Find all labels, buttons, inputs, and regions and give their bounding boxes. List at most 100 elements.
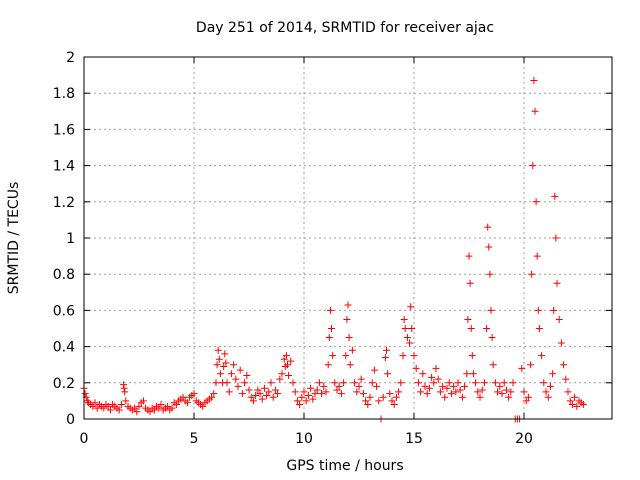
data-point bbox=[527, 361, 535, 369]
data-point bbox=[220, 363, 228, 371]
y-tick-label: 1 bbox=[66, 231, 75, 247]
data-point bbox=[476, 393, 484, 401]
data-point bbox=[296, 401, 304, 409]
data-point bbox=[366, 393, 374, 401]
data-point bbox=[406, 339, 414, 347]
data-point bbox=[271, 386, 279, 394]
data-point bbox=[254, 386, 262, 394]
data-point bbox=[104, 402, 112, 410]
data-point bbox=[443, 384, 451, 392]
data-point bbox=[311, 390, 319, 398]
data-point bbox=[276, 375, 284, 383]
data-point bbox=[401, 325, 409, 332]
data-point bbox=[115, 406, 123, 414]
data-point bbox=[117, 401, 125, 409]
data-point bbox=[557, 339, 565, 347]
data-point bbox=[388, 397, 396, 405]
data-point bbox=[533, 252, 541, 260]
data-point bbox=[333, 386, 341, 394]
data-point bbox=[403, 334, 411, 342]
data-point bbox=[524, 393, 532, 401]
data-point bbox=[466, 279, 474, 287]
y-tick-label: 0.6 bbox=[53, 303, 75, 319]
data-point bbox=[320, 382, 328, 390]
data-point bbox=[531, 107, 539, 115]
data-point bbox=[210, 390, 218, 398]
data-point bbox=[564, 388, 572, 396]
data-point bbox=[579, 401, 587, 409]
data-point bbox=[302, 397, 310, 405]
data-point bbox=[322, 388, 330, 396]
data-point bbox=[560, 361, 568, 369]
data-point bbox=[313, 386, 321, 394]
grid-lines bbox=[84, 57, 612, 419]
data-point bbox=[346, 361, 354, 369]
data-point bbox=[155, 404, 163, 412]
y-tick-label: 1.2 bbox=[53, 195, 75, 211]
data-point bbox=[529, 162, 537, 170]
axis-ticks: 00.20.40.60.811.21.41.61.820 5 10 15 20 bbox=[53, 50, 612, 447]
data-point bbox=[329, 352, 337, 360]
y-tick-label: 1.8 bbox=[53, 86, 75, 102]
data-point bbox=[419, 370, 427, 378]
data-point bbox=[518, 364, 526, 372]
data-point bbox=[414, 379, 422, 387]
data-point bbox=[238, 390, 246, 398]
data-point bbox=[293, 397, 301, 405]
data-point bbox=[546, 382, 554, 390]
data-point bbox=[445, 379, 453, 387]
data-point bbox=[284, 361, 291, 369]
data-point bbox=[359, 390, 367, 398]
data-point bbox=[164, 402, 172, 410]
data-point bbox=[538, 352, 546, 360]
y-tick-label: 0.4 bbox=[53, 340, 75, 356]
data-point bbox=[131, 404, 139, 412]
data-point bbox=[280, 355, 288, 363]
x-tick-label: 5 bbox=[190, 431, 199, 447]
data-point bbox=[494, 388, 502, 396]
data-point bbox=[568, 401, 576, 409]
data-point bbox=[407, 303, 415, 311]
data-point bbox=[362, 397, 370, 405]
data-point bbox=[555, 315, 563, 323]
data-point bbox=[491, 379, 499, 387]
data-point bbox=[436, 388, 444, 396]
data-point bbox=[289, 379, 297, 387]
data-point bbox=[345, 334, 353, 342]
data-point bbox=[485, 243, 493, 251]
data-point bbox=[421, 382, 429, 390]
data-point bbox=[355, 382, 363, 390]
data-point bbox=[157, 401, 165, 409]
data-point bbox=[468, 352, 476, 360]
data-point bbox=[353, 388, 361, 396]
x-tick-label: 20 bbox=[515, 431, 533, 447]
data-point bbox=[488, 334, 496, 342]
data-points bbox=[80, 77, 587, 423]
data-point bbox=[384, 370, 392, 378]
data-point bbox=[208, 393, 216, 401]
data-point bbox=[571, 393, 579, 401]
data-point bbox=[463, 370, 471, 378]
x-axis-label: GPS time / hours bbox=[286, 458, 403, 474]
data-point bbox=[256, 390, 264, 398]
data-point bbox=[172, 401, 180, 409]
x-tick-label: 0 bbox=[80, 431, 89, 447]
data-point bbox=[122, 397, 130, 405]
data-point bbox=[232, 375, 240, 383]
data-point bbox=[324, 361, 332, 369]
data-point bbox=[553, 279, 561, 287]
data-point bbox=[337, 390, 345, 398]
data-point bbox=[461, 382, 469, 390]
data-point bbox=[478, 386, 486, 394]
data-point bbox=[179, 393, 187, 401]
data-point bbox=[550, 306, 558, 314]
data-point bbox=[243, 372, 251, 380]
data-point bbox=[472, 379, 480, 387]
data-point bbox=[344, 301, 352, 309]
data-point bbox=[241, 379, 249, 387]
data-point bbox=[370, 366, 378, 374]
data-point bbox=[309, 395, 317, 403]
data-point bbox=[265, 388, 273, 396]
data-point bbox=[146, 408, 154, 416]
data-point bbox=[100, 404, 108, 412]
